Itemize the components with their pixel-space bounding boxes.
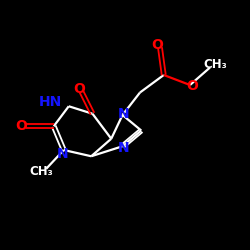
Text: N: N xyxy=(118,140,130,154)
Text: O: O xyxy=(73,82,85,96)
Text: CH₃: CH₃ xyxy=(203,58,227,71)
Text: O: O xyxy=(186,79,198,93)
Text: O: O xyxy=(15,119,27,133)
Text: N: N xyxy=(57,147,68,161)
Text: N: N xyxy=(118,107,130,121)
Text: CH₃: CH₃ xyxy=(30,165,53,178)
Text: O: O xyxy=(152,38,164,52)
Text: HN: HN xyxy=(39,96,62,110)
